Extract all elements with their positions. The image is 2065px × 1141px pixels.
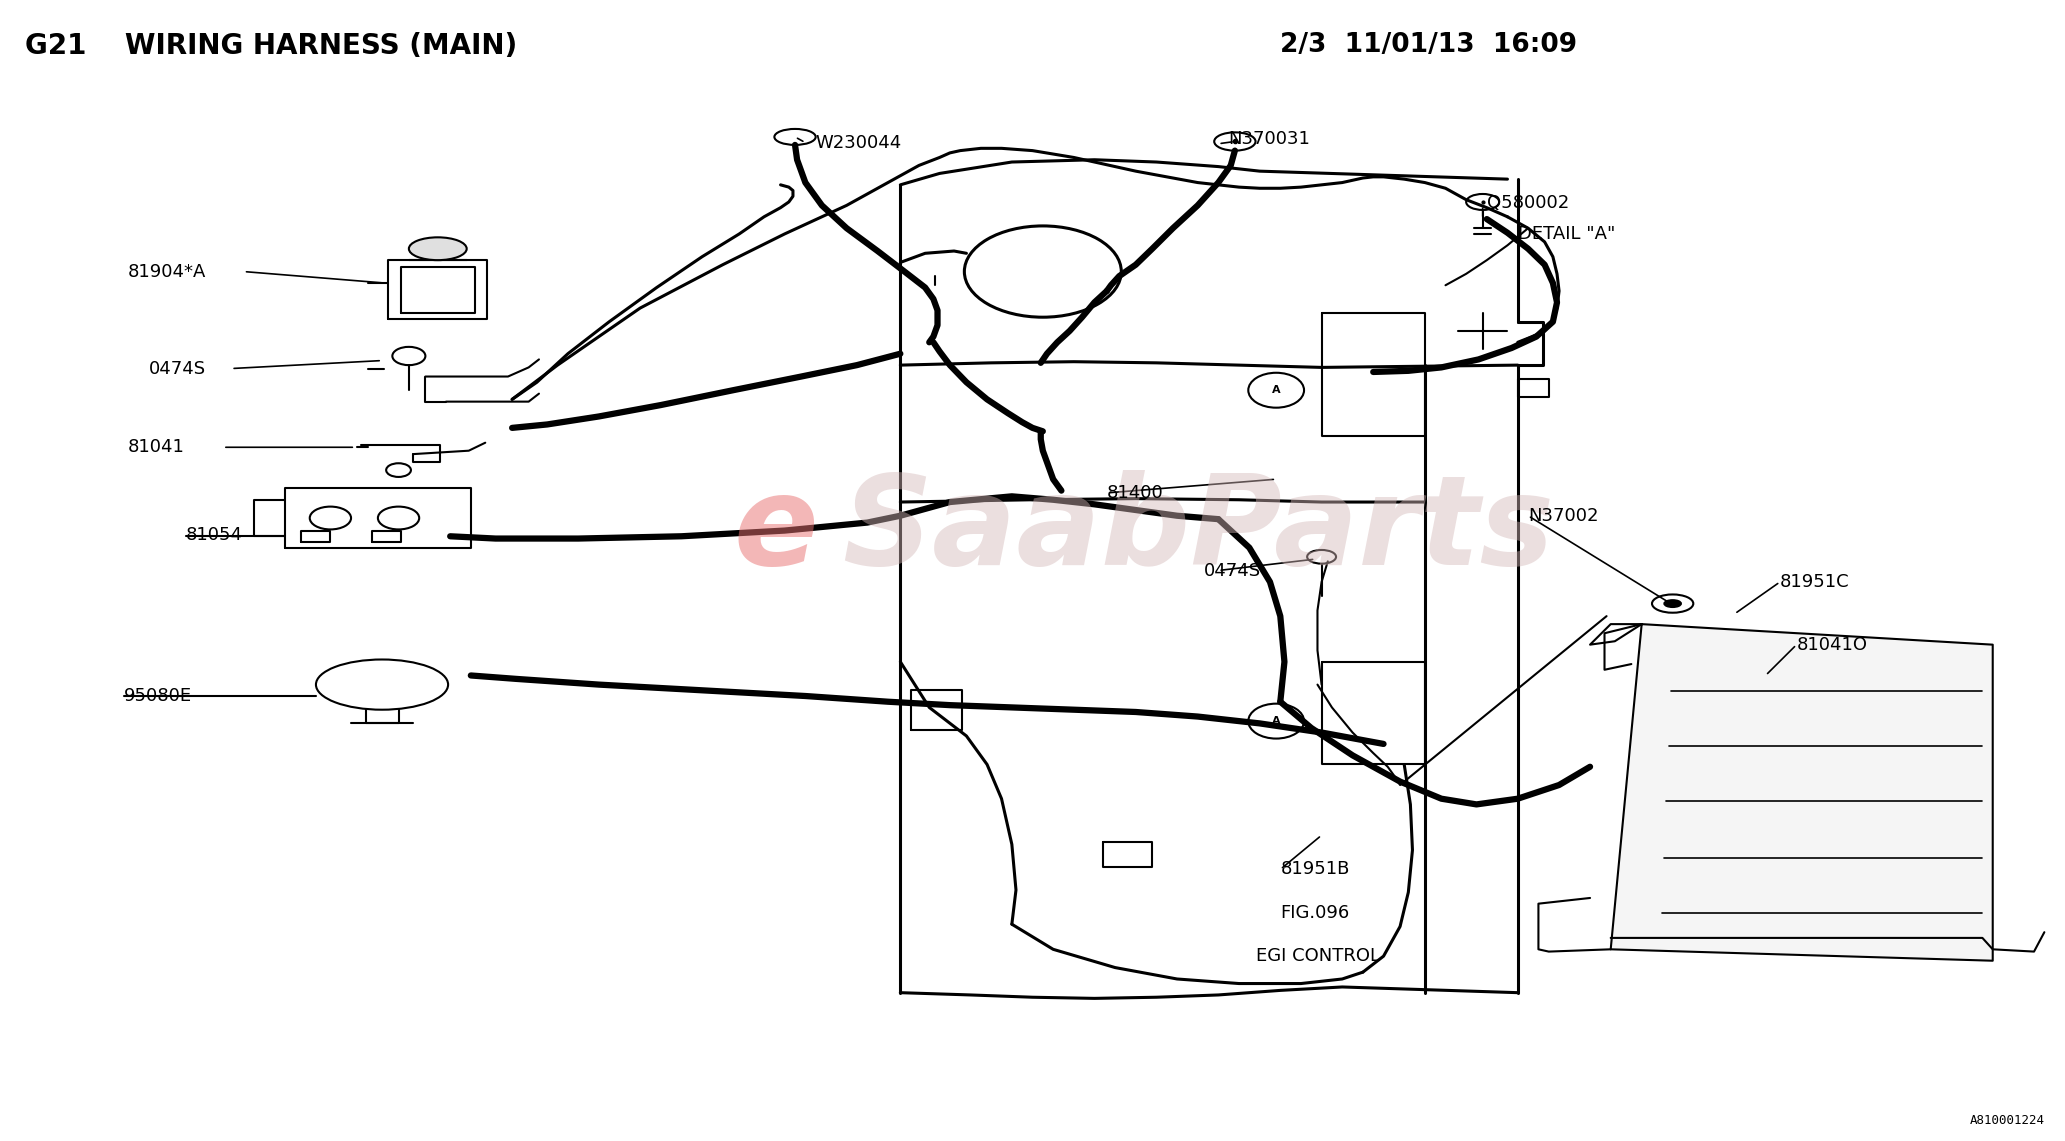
Text: SaabParts: SaabParts bbox=[843, 470, 1555, 591]
Text: 81054: 81054 bbox=[186, 526, 244, 544]
Text: FIG.096: FIG.096 bbox=[1280, 904, 1351, 922]
Text: N37002: N37002 bbox=[1528, 507, 1598, 525]
Text: 81951C: 81951C bbox=[1780, 573, 1850, 591]
Ellipse shape bbox=[1247, 373, 1305, 407]
Ellipse shape bbox=[774, 129, 816, 145]
Text: e: e bbox=[733, 470, 818, 591]
Text: 95080E: 95080E bbox=[124, 687, 192, 705]
Text: Q580002: Q580002 bbox=[1487, 194, 1569, 212]
Polygon shape bbox=[1611, 624, 1993, 961]
Text: W230044: W230044 bbox=[816, 133, 902, 152]
Text: A810001224: A810001224 bbox=[1970, 1115, 2044, 1127]
Text: DETAIL "A": DETAIL "A" bbox=[1518, 225, 1615, 243]
Text: 81041: 81041 bbox=[128, 438, 186, 456]
Text: 81951B: 81951B bbox=[1280, 860, 1351, 879]
Text: 0474S: 0474S bbox=[149, 359, 206, 378]
Ellipse shape bbox=[409, 237, 467, 260]
Text: A: A bbox=[1272, 717, 1280, 726]
Text: 81041O: 81041O bbox=[1797, 636, 1867, 654]
Text: A: A bbox=[1272, 386, 1280, 395]
Text: G21    WIRING HARNESS (MAIN): G21 WIRING HARNESS (MAIN) bbox=[25, 32, 516, 60]
Text: 2/3  11/01/13  16:09: 2/3 11/01/13 16:09 bbox=[1280, 32, 1578, 58]
Text: N370031: N370031 bbox=[1229, 130, 1311, 148]
Ellipse shape bbox=[1664, 600, 1681, 607]
Text: EGI CONTROL: EGI CONTROL bbox=[1256, 947, 1379, 965]
Text: 81400: 81400 bbox=[1107, 484, 1163, 502]
Text: 0474S: 0474S bbox=[1204, 561, 1262, 580]
Ellipse shape bbox=[316, 659, 448, 710]
Ellipse shape bbox=[1247, 704, 1305, 738]
Text: 81904*A: 81904*A bbox=[128, 262, 206, 281]
